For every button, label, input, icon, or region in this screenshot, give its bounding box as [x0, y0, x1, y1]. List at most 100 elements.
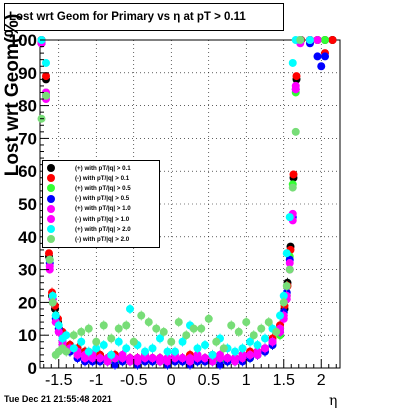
data-point — [204, 314, 213, 323]
data-point — [201, 354, 209, 363]
legend-marker — [47, 225, 55, 234]
data-point — [268, 337, 277, 346]
data-point — [253, 341, 262, 350]
y-tick-label: 90 — [18, 64, 37, 83]
data-point — [292, 72, 301, 81]
y-tick-label: 100 — [9, 31, 37, 50]
x-tick-label: -0.5 — [120, 372, 148, 389]
x-tick-label: 1 — [242, 372, 251, 389]
data-point — [321, 36, 329, 44]
data-point — [45, 255, 54, 264]
data-point — [133, 354, 142, 363]
data-point — [201, 341, 209, 350]
y-tick-label: 70 — [18, 129, 37, 148]
x-tick-label: -1 — [89, 372, 103, 389]
data-point — [99, 321, 108, 330]
data-point — [208, 350, 217, 359]
data-point — [246, 337, 254, 346]
data-point — [77, 337, 86, 346]
legend-label: (+) with pT/|q| > 0.1 — [75, 164, 131, 172]
legend-label: (+) with pT/|q| > 1.0 — [75, 205, 131, 213]
data-point — [107, 334, 116, 343]
chart-title: Lost wrt Geom for Primary vs η at pT > 0… — [4, 3, 284, 31]
data-point — [216, 360, 224, 369]
data-point — [107, 350, 116, 359]
data-point — [242, 318, 251, 327]
legend-entry: (-) with pT/|q| > 0.1 — [47, 173, 159, 183]
y-tick-label: 10 — [18, 326, 37, 345]
data-point — [114, 324, 123, 333]
data-point — [197, 324, 206, 333]
data-point — [118, 350, 127, 359]
data-point — [288, 58, 297, 67]
legend: (+) with pT/|q| > 0.1 (-) with pT/|q| > 0… — [42, 160, 160, 248]
data-point — [122, 344, 131, 353]
data-point — [96, 354, 104, 363]
data-point — [219, 344, 228, 353]
y-tick-label: 20 — [18, 293, 37, 312]
data-point — [69, 344, 78, 353]
x-tick-label: 2 — [317, 372, 326, 389]
data-point — [144, 318, 153, 327]
data-point — [77, 327, 86, 336]
data-point — [279, 291, 288, 300]
data-point — [231, 354, 239, 363]
legend-label: (+) with pT/|q| > 0.5 — [75, 184, 131, 192]
data-point — [163, 347, 172, 356]
data-point — [231, 347, 239, 356]
y-tick-label: 0 — [28, 359, 37, 378]
data-point — [42, 91, 50, 100]
legend-label: (-) with pT/|q| > 2.0 — [75, 235, 130, 243]
data-point — [257, 324, 266, 333]
legend-label: (+) with pT/|q| > 2.0 — [75, 225, 131, 233]
x-tick-label: 0.5 — [198, 372, 220, 389]
data-point — [171, 347, 179, 356]
legend-entry: (+) with pT/|q| > 2.0 — [47, 224, 159, 234]
data-point — [186, 354, 194, 363]
x-tick-label: -1.5 — [45, 372, 73, 389]
legend-label: (-) with pT/|q| > 0.1 — [75, 174, 130, 182]
data-point — [45, 249, 53, 258]
data-point — [223, 354, 232, 363]
data-point — [178, 337, 187, 346]
legend-entry: (-) with pT/|q| > 1.0 — [47, 214, 159, 224]
data-point — [62, 331, 71, 340]
data-point — [313, 52, 322, 61]
data-point — [148, 354, 157, 363]
data-point — [152, 324, 161, 333]
data-point — [126, 304, 134, 313]
timestamp: Tue Dec 21 21:55:48 2021 — [4, 394, 112, 404]
data-point — [189, 324, 198, 333]
data-point — [282, 282, 291, 290]
x-tick-label: 1.5 — [273, 372, 295, 389]
data-point — [126, 354, 134, 363]
data-point — [261, 334, 269, 343]
data-point — [156, 334, 164, 343]
data-point — [122, 321, 131, 330]
data-point — [249, 331, 258, 340]
data-point — [42, 58, 50, 67]
data-point — [296, 36, 305, 44]
data-point — [279, 298, 288, 307]
y-tick-label: 60 — [18, 162, 37, 181]
data-point — [193, 350, 202, 359]
data-point — [285, 265, 294, 274]
data-point — [246, 350, 254, 359]
data-point — [48, 291, 57, 300]
data-point — [156, 354, 164, 363]
legend-entry: (-) with pT/|q| > 2.0 — [47, 234, 159, 244]
data-point — [238, 350, 247, 359]
data-point — [264, 318, 273, 327]
data-point — [114, 337, 123, 346]
data-point — [291, 127, 300, 136]
data-point — [289, 170, 298, 179]
x-axis-label: η — [329, 393, 338, 409]
legend-marker — [47, 194, 55, 203]
legend-entry: (-) with pT/|q| > 0.5 — [47, 194, 159, 204]
data-point — [285, 259, 294, 268]
y-tick-label: 80 — [18, 97, 37, 116]
data-point — [163, 354, 172, 363]
data-point — [92, 344, 101, 353]
legend-marker — [47, 164, 55, 173]
series-7 — [37, 36, 305, 360]
